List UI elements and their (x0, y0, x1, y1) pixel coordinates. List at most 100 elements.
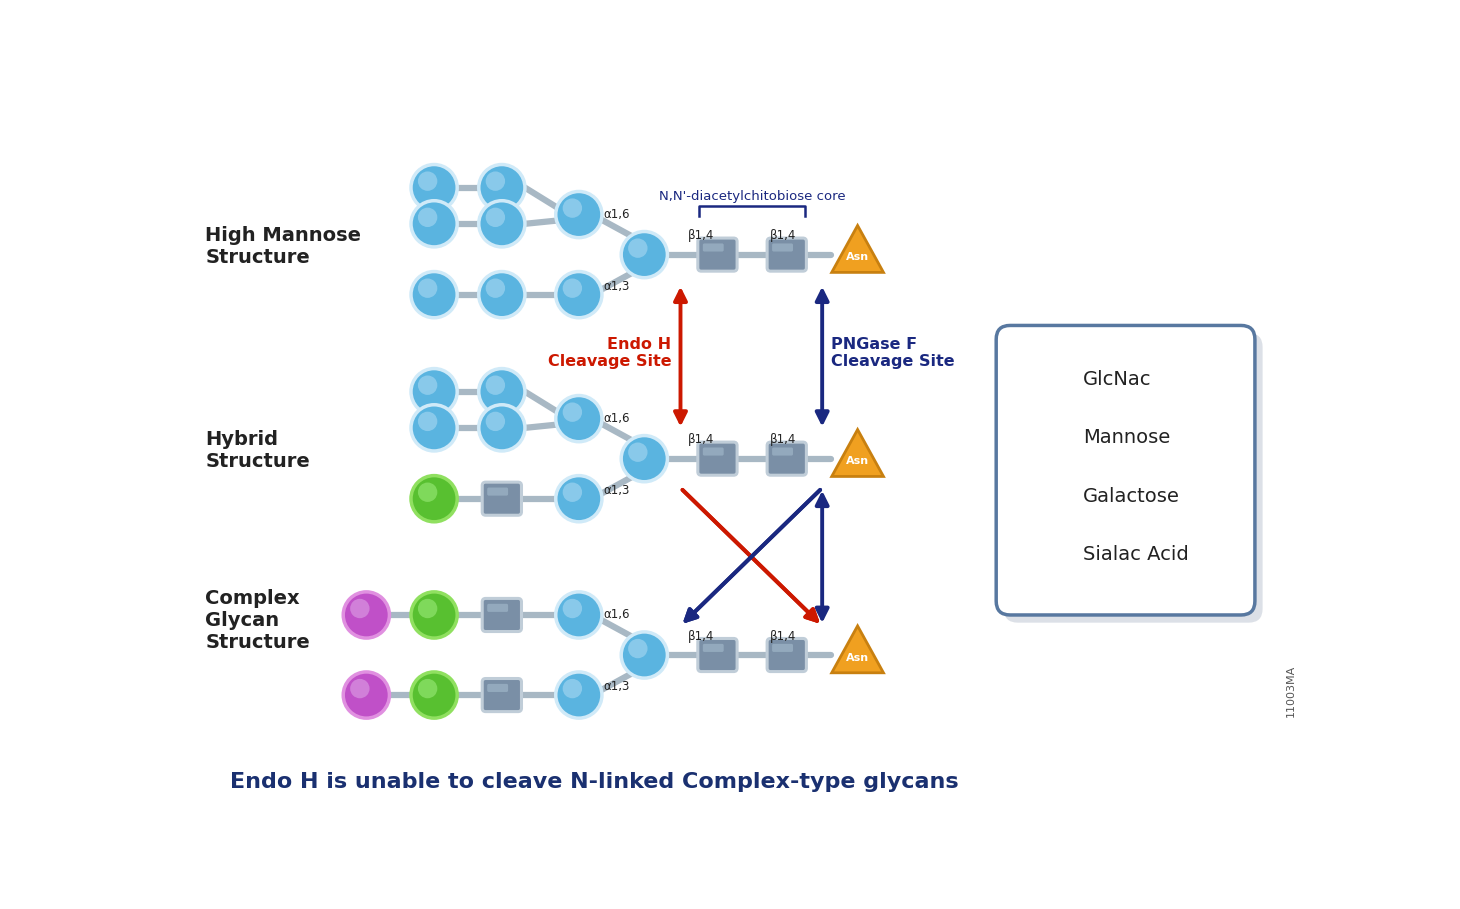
Circle shape (486, 375, 505, 395)
FancyBboxPatch shape (488, 487, 508, 495)
FancyBboxPatch shape (1031, 367, 1054, 375)
Circle shape (412, 165, 457, 211)
FancyBboxPatch shape (702, 644, 724, 652)
Circle shape (1026, 476, 1067, 516)
Text: α1,6: α1,6 (603, 608, 631, 621)
Text: PNGase F
Cleavage Site: PNGase F Cleavage Site (831, 336, 955, 369)
Circle shape (556, 395, 602, 442)
Text: N,N'-diacetylchitobiose core: N,N'-diacetylchitobiose core (658, 190, 845, 203)
Circle shape (418, 483, 438, 502)
Text: β1,4: β1,4 (688, 434, 714, 446)
Circle shape (479, 405, 526, 451)
Text: Galactose: Galactose (1083, 487, 1180, 506)
Circle shape (486, 207, 505, 227)
Text: β1,4: β1,4 (769, 434, 796, 446)
Circle shape (556, 475, 602, 522)
Circle shape (412, 272, 457, 318)
Polygon shape (832, 430, 883, 476)
Circle shape (479, 165, 526, 211)
FancyBboxPatch shape (488, 684, 508, 692)
FancyBboxPatch shape (772, 244, 793, 252)
Text: Asn: Asn (845, 252, 869, 262)
FancyBboxPatch shape (1026, 362, 1069, 396)
Circle shape (418, 375, 438, 395)
Circle shape (562, 403, 583, 422)
Circle shape (1034, 541, 1050, 558)
Text: Sialac Acid: Sialac Acid (1083, 545, 1188, 564)
Text: α1,6: α1,6 (603, 412, 631, 425)
FancyBboxPatch shape (1004, 334, 1263, 623)
Circle shape (556, 192, 602, 237)
Text: GlcNac: GlcNac (1083, 370, 1152, 389)
Text: β1,4: β1,4 (688, 229, 714, 242)
Circle shape (628, 443, 648, 462)
Circle shape (350, 679, 369, 698)
Circle shape (1026, 418, 1067, 458)
Circle shape (412, 368, 457, 415)
Circle shape (479, 201, 526, 247)
Text: Mannose: Mannose (1083, 428, 1171, 447)
Text: 11003MA: 11003MA (1286, 664, 1296, 716)
Circle shape (350, 599, 369, 618)
Circle shape (418, 278, 438, 298)
Circle shape (562, 483, 583, 502)
Circle shape (1034, 424, 1050, 441)
Circle shape (412, 475, 457, 522)
Circle shape (620, 632, 667, 678)
Text: Endo H
Cleavage Site: Endo H Cleavage Site (548, 336, 672, 369)
FancyBboxPatch shape (482, 678, 521, 712)
Circle shape (556, 592, 602, 638)
Text: Complex
Glycan
Structure: Complex Glycan Structure (206, 589, 310, 652)
Circle shape (412, 672, 457, 718)
FancyBboxPatch shape (482, 482, 521, 515)
Text: Endo H is unable to cleave N-linked Complex-type glycans: Endo H is unable to cleave N-linked Comp… (229, 772, 959, 792)
FancyBboxPatch shape (702, 447, 724, 455)
Polygon shape (832, 626, 883, 673)
Circle shape (562, 679, 583, 698)
Polygon shape (832, 225, 883, 273)
Circle shape (486, 278, 505, 298)
Circle shape (1026, 534, 1067, 574)
Circle shape (562, 198, 583, 218)
Circle shape (418, 599, 438, 618)
Text: Hybrid
Structure: Hybrid Structure (206, 431, 310, 472)
Circle shape (479, 272, 526, 318)
Text: α1,6: α1,6 (603, 207, 631, 221)
Text: Asn: Asn (845, 456, 869, 466)
Circle shape (418, 207, 438, 227)
Circle shape (628, 639, 648, 658)
Circle shape (479, 368, 526, 415)
Circle shape (628, 238, 648, 258)
Text: Asn: Asn (845, 653, 869, 663)
Circle shape (418, 679, 438, 698)
Circle shape (556, 272, 602, 318)
Circle shape (418, 412, 438, 431)
Circle shape (412, 201, 457, 247)
FancyBboxPatch shape (766, 638, 806, 672)
Circle shape (1034, 483, 1050, 499)
Text: β1,4: β1,4 (769, 229, 796, 242)
Circle shape (620, 232, 667, 278)
Text: α1,3: α1,3 (603, 484, 629, 497)
Circle shape (620, 435, 667, 482)
Circle shape (486, 172, 505, 191)
FancyBboxPatch shape (488, 604, 508, 612)
FancyBboxPatch shape (766, 442, 806, 475)
Circle shape (418, 172, 438, 191)
Circle shape (562, 599, 583, 618)
Text: α1,3: α1,3 (603, 280, 629, 293)
Text: β1,4: β1,4 (769, 630, 796, 643)
Circle shape (412, 592, 457, 638)
Circle shape (412, 405, 457, 451)
FancyBboxPatch shape (698, 442, 737, 475)
FancyBboxPatch shape (996, 325, 1256, 615)
Text: α1,3: α1,3 (603, 681, 629, 694)
Text: High Mannose
Structure: High Mannose Structure (206, 226, 362, 267)
Circle shape (343, 592, 390, 638)
Circle shape (486, 412, 505, 431)
Circle shape (556, 672, 602, 718)
FancyBboxPatch shape (766, 238, 806, 271)
Text: β1,4: β1,4 (688, 630, 714, 643)
FancyBboxPatch shape (482, 598, 521, 632)
FancyBboxPatch shape (772, 644, 793, 652)
